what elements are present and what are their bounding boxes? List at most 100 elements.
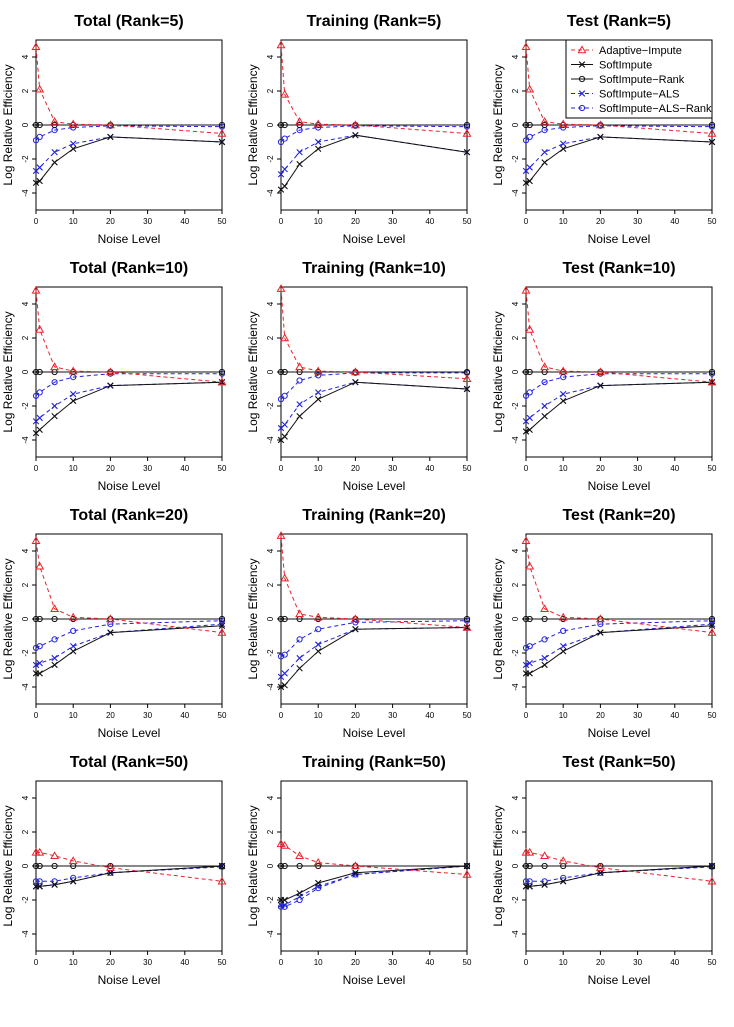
- data-point: [560, 627, 567, 635]
- series-softimpute: [522, 622, 716, 677]
- series-softimpute-als: [522, 620, 716, 669]
- data-point: [522, 121, 530, 129]
- x-tick-label: 0: [34, 217, 39, 226]
- y-axis-label: Log Relative Efficiency: [491, 558, 505, 679]
- data-point: [526, 133, 533, 140]
- series-adaptive-impute: [521, 847, 717, 885]
- data-point: [541, 159, 548, 166]
- series-adaptive-impute: [521, 536, 717, 636]
- series-softimpute: [32, 862, 226, 890]
- data-point: [32, 615, 40, 623]
- data-point: [217, 128, 227, 137]
- y-tick-label: -4: [21, 189, 30, 197]
- y-tick-label: 0: [266, 863, 275, 868]
- data-point: [560, 878, 567, 885]
- series-line: [525, 620, 713, 649]
- data-point: [315, 138, 322, 146]
- legend-label: Adaptive−Impute: [599, 45, 682, 57]
- x-tick-label: 20: [351, 958, 360, 967]
- series-line: [280, 381, 468, 429]
- data-point: [708, 617, 716, 624]
- data-point: [540, 851, 550, 859]
- series-adaptive-impute: [31, 285, 227, 386]
- x-tick-label: 30: [633, 217, 642, 226]
- x-tick-label: 40: [670, 217, 679, 226]
- panel-total-rank-50: Total (Rank=50) 0 10 20 30 40 50 -4 -2 0 2 4 Noise L…: [1, 754, 227, 987]
- series-line: [35, 136, 223, 172]
- data-point: [350, 120, 360, 129]
- y-tick-label: 0: [266, 616, 275, 621]
- panel-title: Total (Rank=10): [70, 260, 188, 277]
- series-adaptive-impute: [31, 536, 227, 636]
- data-point: [526, 878, 533, 885]
- series-softimpute: [277, 379, 471, 444]
- legend-marker: [578, 104, 586, 112]
- data-point: [105, 614, 115, 623]
- x-tick-label: 40: [670, 958, 679, 967]
- legend-item-softimpute-als-rank: SoftImpute−ALS−Rank: [571, 103, 712, 115]
- panel-training-rank-10: Training (Rank=10) 0 10 20 30 40 50 -4 -2 0 2 4 Nois…: [246, 260, 472, 493]
- data-point: [35, 847, 45, 856]
- x-tick-label: 10: [314, 958, 323, 967]
- data-point: [595, 120, 605, 129]
- series-line: [36, 625, 223, 674]
- panel-test-rank-50: Test (Rank=50) 0 10 20 30 40 50 -4 -2 0 2 4 Noise Le…: [491, 754, 717, 987]
- y-tick-label: -4: [21, 930, 30, 938]
- data-point: [281, 166, 288, 173]
- x-tick-label: 10: [559, 958, 568, 967]
- y-tick-label: 0: [266, 369, 275, 374]
- x-tick-label: 30: [143, 217, 152, 226]
- series-softimpute: [32, 133, 226, 186]
- data-point: [32, 368, 40, 376]
- data-point: [68, 119, 78, 128]
- x-tick-label: 20: [596, 958, 605, 967]
- data-point: [526, 164, 533, 171]
- series-softimpute: [522, 862, 716, 890]
- panel-title: Training (Rank=10): [302, 260, 446, 277]
- data-point: [463, 615, 471, 623]
- data-point: [541, 878, 548, 885]
- data-point: [36, 164, 43, 171]
- data-point: [105, 863, 115, 871]
- series-line: [36, 851, 223, 882]
- x-tick-label: 40: [425, 464, 434, 473]
- series-softimpute-als: [32, 620, 226, 669]
- data-point: [36, 121, 43, 129]
- x-tick-label: 20: [596, 464, 605, 473]
- data-point: [296, 160, 303, 168]
- data-point: [281, 670, 288, 677]
- data-point: [463, 385, 471, 393]
- data-point: [36, 133, 43, 140]
- data-point: [277, 121, 285, 129]
- series-softimpute-als: [277, 862, 471, 909]
- data-point: [540, 116, 550, 125]
- data-point: [540, 362, 550, 371]
- data-point: [70, 397, 77, 405]
- series-line: [35, 290, 223, 383]
- data-point: [51, 413, 58, 420]
- x-tick-label: 40: [425, 217, 434, 226]
- data-point: [560, 145, 567, 152]
- series-adaptive-impute: [276, 40, 472, 137]
- panel-test-rank-5: Test (Rank=5) 0 10 20 30 40 50 -4 -2 0 2 4 Noise Lev…: [491, 13, 717, 246]
- panel-total-rank-20: Total (Rank=20) 0 10 20 30 40 50 -4 -2 0 2 4 Noise L…: [1, 507, 227, 740]
- x-tick-label: 20: [596, 711, 605, 720]
- y-tick-label: 4: [266, 301, 275, 306]
- data-point: [522, 137, 530, 144]
- series-line: [526, 866, 713, 882]
- data-point: [31, 42, 41, 50]
- data-point: [32, 644, 40, 652]
- data-point: [36, 670, 43, 677]
- data-point: [315, 396, 322, 403]
- x-axis-label: Noise Level: [98, 726, 161, 740]
- data-point: [36, 862, 43, 870]
- legend-item-softimpute: SoftImpute: [571, 60, 652, 72]
- data-point: [281, 433, 288, 440]
- data-point: [295, 609, 305, 618]
- y-tick-label: 0: [511, 122, 520, 127]
- series-line: [35, 46, 223, 134]
- x-tick-label: 30: [633, 958, 642, 967]
- x-axis-label: Noise Level: [98, 479, 161, 493]
- data-point: [107, 382, 114, 389]
- panel-title: Test (Rank=10): [562, 260, 675, 277]
